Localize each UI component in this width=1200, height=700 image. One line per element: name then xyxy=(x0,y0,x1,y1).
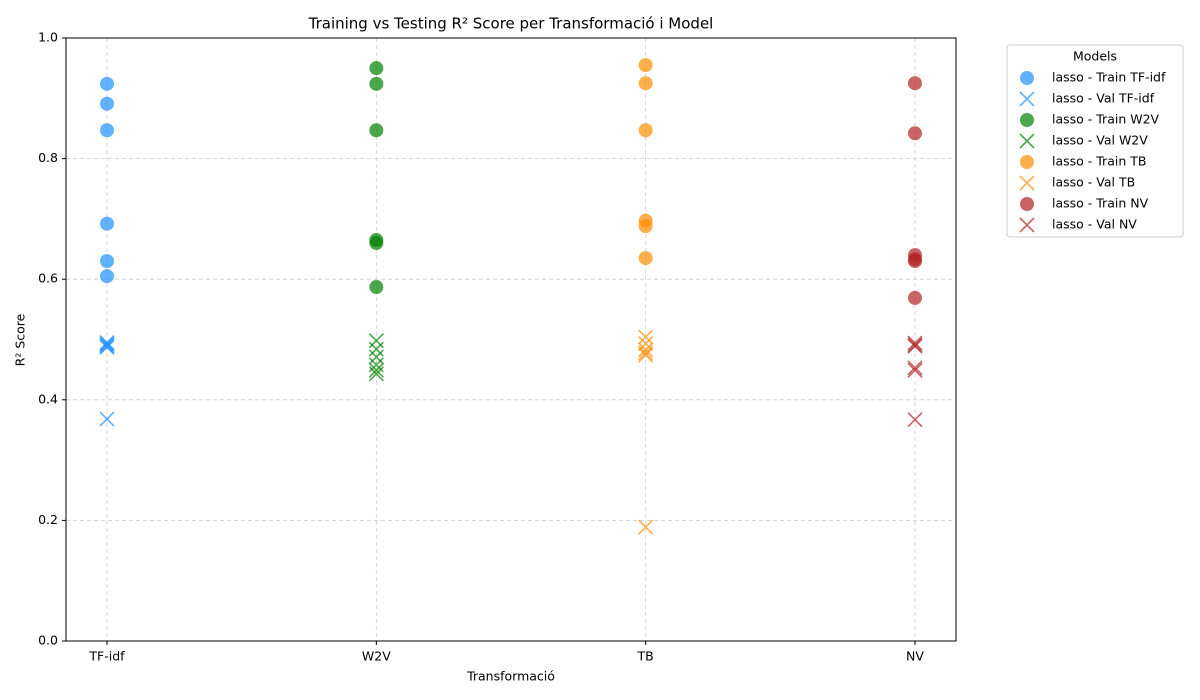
point xyxy=(100,269,114,284)
chart-title: Training vs Testing R² Score per Transfo… xyxy=(308,15,714,33)
point xyxy=(369,61,384,76)
point xyxy=(99,411,115,427)
x-marker xyxy=(907,337,923,353)
point xyxy=(368,362,384,378)
x-marker xyxy=(99,334,115,351)
point xyxy=(908,290,922,305)
point xyxy=(638,329,654,345)
point xyxy=(368,349,384,365)
x-marker xyxy=(99,411,115,427)
y-tick-label: 0.4 xyxy=(38,391,58,406)
x-marker xyxy=(638,342,654,358)
x-marker xyxy=(907,338,923,354)
legend-marker xyxy=(1019,133,1035,149)
x-marker xyxy=(99,336,115,352)
legend-marker xyxy=(1019,175,1035,191)
x-tick-label: TB xyxy=(637,649,654,664)
y-tick-label: 0.6 xyxy=(38,271,58,286)
x-marker xyxy=(368,362,384,378)
x-marker xyxy=(99,337,115,353)
x-marker xyxy=(638,345,654,361)
x-marker xyxy=(99,338,115,354)
x-marker xyxy=(1019,133,1035,149)
point xyxy=(369,236,384,251)
legend-label: lasso - Val NV xyxy=(1052,217,1137,232)
point xyxy=(638,219,653,234)
point xyxy=(369,76,384,91)
legend-marker xyxy=(1019,217,1035,233)
legend-box xyxy=(1006,44,1184,238)
point xyxy=(369,280,384,295)
point xyxy=(99,338,115,354)
plot-frame xyxy=(65,37,957,642)
point xyxy=(638,347,654,363)
x-marker xyxy=(99,339,115,355)
point xyxy=(100,216,114,231)
point xyxy=(638,123,653,138)
legend-title: Models xyxy=(1073,49,1117,64)
point xyxy=(99,336,115,352)
point xyxy=(907,360,923,376)
point xyxy=(100,96,114,111)
x-tick-label: TF-idf xyxy=(88,649,125,664)
x-marker xyxy=(907,335,923,351)
point xyxy=(907,362,923,378)
point xyxy=(100,76,114,91)
x-marker xyxy=(368,341,384,357)
x-marker xyxy=(368,366,384,382)
point xyxy=(907,337,923,353)
x-marker xyxy=(1019,175,1035,191)
legend-marker xyxy=(1019,91,1035,107)
x-marker xyxy=(638,347,654,363)
x-marker xyxy=(907,362,923,378)
point xyxy=(908,126,922,141)
point xyxy=(100,254,114,269)
legend-label: lasso - Train W2V xyxy=(1052,112,1160,127)
legend-marker xyxy=(1020,155,1034,169)
legend-label: lasso - Val TB xyxy=(1052,175,1135,190)
x-marker xyxy=(907,360,923,376)
point xyxy=(907,412,923,428)
point xyxy=(908,254,922,269)
legend-label: lasso - Val TF-idf xyxy=(1052,91,1155,106)
point xyxy=(638,251,653,266)
point xyxy=(638,519,654,535)
y-tick-label: 0.2 xyxy=(38,512,58,527)
point xyxy=(99,339,115,355)
legend-marker xyxy=(1020,71,1034,85)
x-tick-label: NV xyxy=(906,649,924,664)
point xyxy=(99,334,115,351)
x-marker xyxy=(638,519,654,535)
point xyxy=(638,58,653,73)
point xyxy=(638,342,654,358)
point xyxy=(638,345,654,361)
legend-label: lasso - Train TF-idf xyxy=(1052,70,1166,85)
point xyxy=(100,123,114,138)
y-tick-label: 1.0 xyxy=(38,30,58,45)
legend-marker xyxy=(1020,113,1034,127)
y-axis-label: R² Score xyxy=(13,313,28,366)
x-marker xyxy=(907,412,923,428)
point xyxy=(369,123,384,138)
point xyxy=(368,341,384,357)
legend-label: lasso - Val W2V xyxy=(1052,133,1148,148)
legend-label: lasso - Train TB xyxy=(1052,154,1146,169)
point xyxy=(907,335,923,351)
point xyxy=(99,337,115,353)
point xyxy=(368,366,384,382)
y-tick-label: 0.8 xyxy=(38,150,58,165)
legend-label: lasso - Train NV xyxy=(1052,196,1149,211)
x-marker xyxy=(1019,217,1035,233)
x-axis-label: Transformació xyxy=(466,669,555,684)
point xyxy=(907,338,923,354)
x-marker xyxy=(638,329,654,345)
x-marker xyxy=(368,349,384,365)
legend-marker xyxy=(1020,197,1034,211)
x-marker xyxy=(1019,91,1035,107)
point xyxy=(908,76,922,91)
y-tick-label: 0.0 xyxy=(38,633,58,648)
x-tick-label: W2V xyxy=(362,649,391,664)
point xyxy=(638,76,653,91)
